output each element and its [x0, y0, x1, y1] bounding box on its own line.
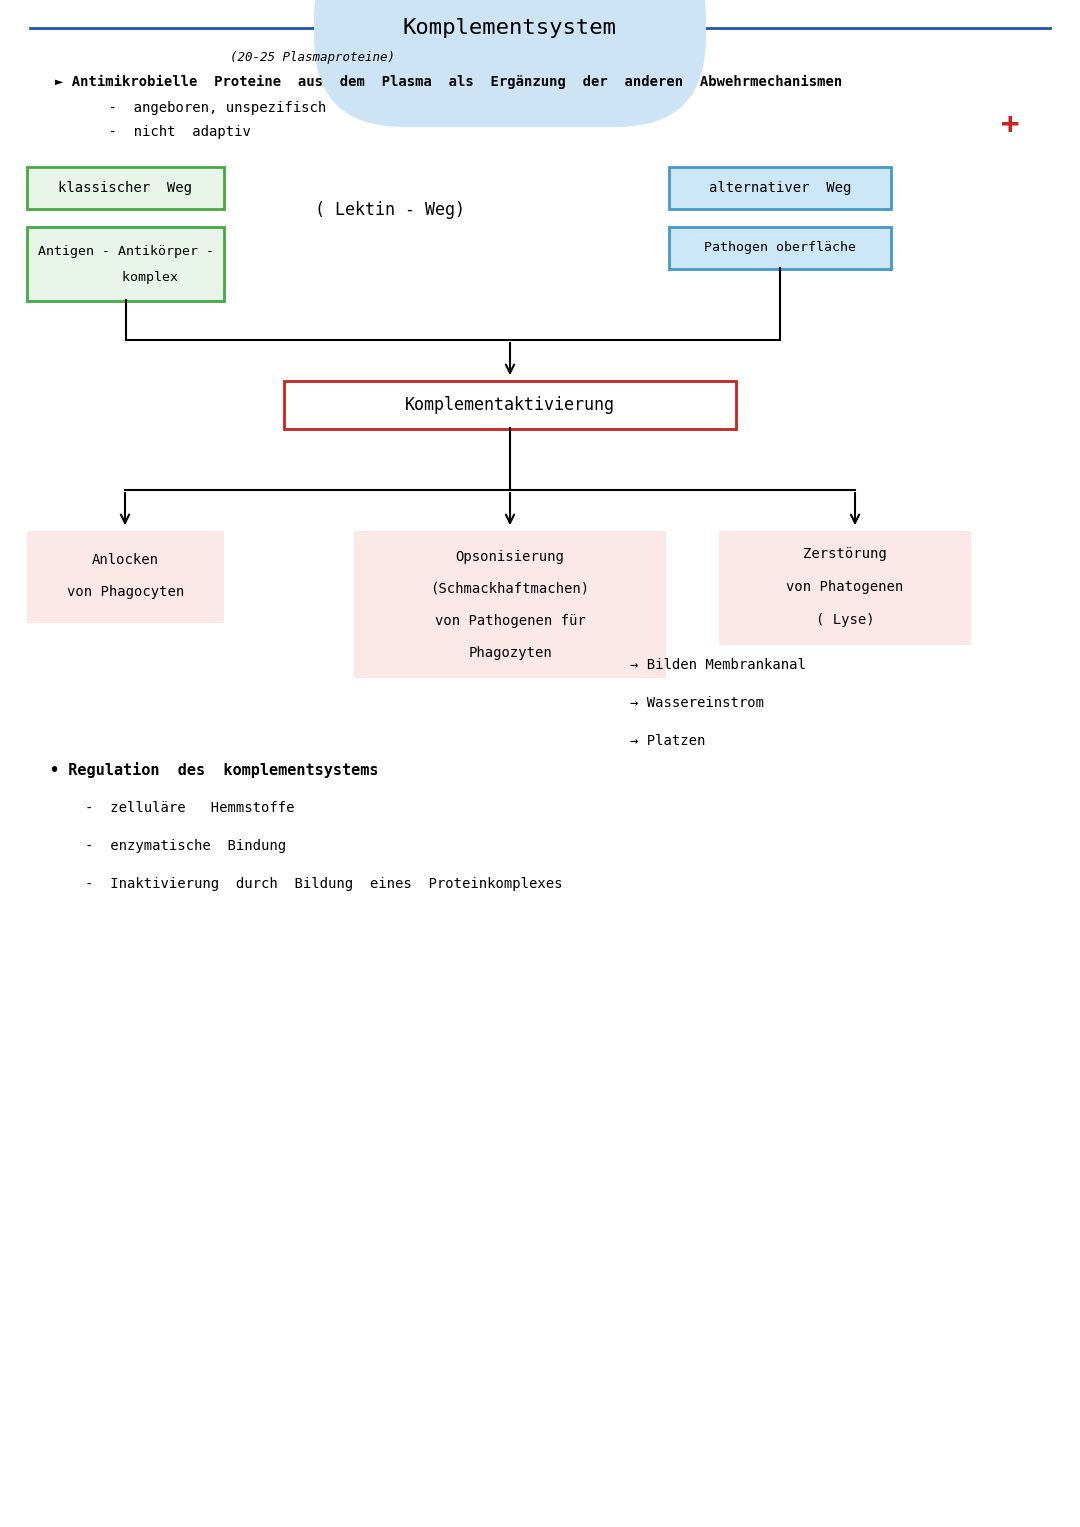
Text: von Phagocyten: von Phagocyten [67, 585, 184, 599]
Text: Phagozyten: Phagozyten [468, 646, 552, 660]
Text: -  nicht  adaptiv: - nicht adaptiv [75, 125, 251, 139]
FancyBboxPatch shape [669, 228, 891, 269]
FancyBboxPatch shape [27, 228, 224, 301]
Text: -  Inaktivierung  durch  Bildung  eines  Proteinkomplexes: - Inaktivierung durch Bildung eines Prot… [60, 876, 563, 890]
Text: Antigen - Antikörper -: Antigen - Antikörper - [38, 246, 214, 258]
Text: von Pathogenen für: von Pathogenen für [434, 614, 585, 628]
FancyBboxPatch shape [284, 382, 735, 429]
Text: → Bilden Membrankanal: → Bilden Membrankanal [630, 658, 806, 672]
Text: → Wassereinstrom: → Wassereinstrom [630, 696, 764, 710]
Text: (20-25 Plasmaproteine): (20-25 Plasmaproteine) [230, 52, 395, 64]
Text: klassischer  Weg: klassischer Weg [58, 182, 192, 195]
Text: ( Lektin - Weg): ( Lektin - Weg) [315, 202, 465, 218]
Text: (Schmackhaftmachen): (Schmackhaftmachen) [431, 582, 590, 596]
Text: -  enzymatische  Bindung: - enzymatische Bindung [60, 838, 286, 854]
FancyBboxPatch shape [354, 531, 666, 678]
Text: • Regulation  des  komplementsystems: • Regulation des komplementsystems [50, 762, 378, 777]
FancyBboxPatch shape [27, 531, 224, 623]
Text: Anlocken: Anlocken [92, 553, 159, 567]
Text: von Phatogenen: von Phatogenen [786, 580, 904, 594]
Text: ( Lyse): ( Lyse) [815, 612, 875, 628]
Text: Komplementsystem: Komplementsystem [403, 18, 617, 38]
Text: alternativer  Weg: alternativer Weg [708, 182, 851, 195]
Text: -  angeboren, unspezifisch: - angeboren, unspezifisch [75, 101, 326, 115]
FancyBboxPatch shape [719, 531, 971, 644]
Text: → Platzen: → Platzen [630, 734, 705, 748]
Text: ► Antimikrobielle  Proteine  aus  dem  Plasma  als  Ergänzung  der  anderen  Abw: ► Antimikrobielle Proteine aus dem Plasm… [55, 75, 842, 89]
FancyBboxPatch shape [27, 166, 224, 209]
Text: komplex: komplex [73, 272, 177, 284]
Text: Zerstörung: Zerstörung [804, 547, 887, 560]
Text: Pathogen oberfläche: Pathogen oberfläche [704, 241, 856, 255]
Text: -  zelluläre   Hemmstoffe: - zelluläre Hemmstoffe [60, 802, 295, 815]
FancyBboxPatch shape [669, 166, 891, 209]
Text: +: + [1001, 110, 1020, 139]
Text: Komplementaktivierung: Komplementaktivierung [405, 395, 615, 414]
Text: Opsonisierung: Opsonisierung [456, 550, 565, 563]
